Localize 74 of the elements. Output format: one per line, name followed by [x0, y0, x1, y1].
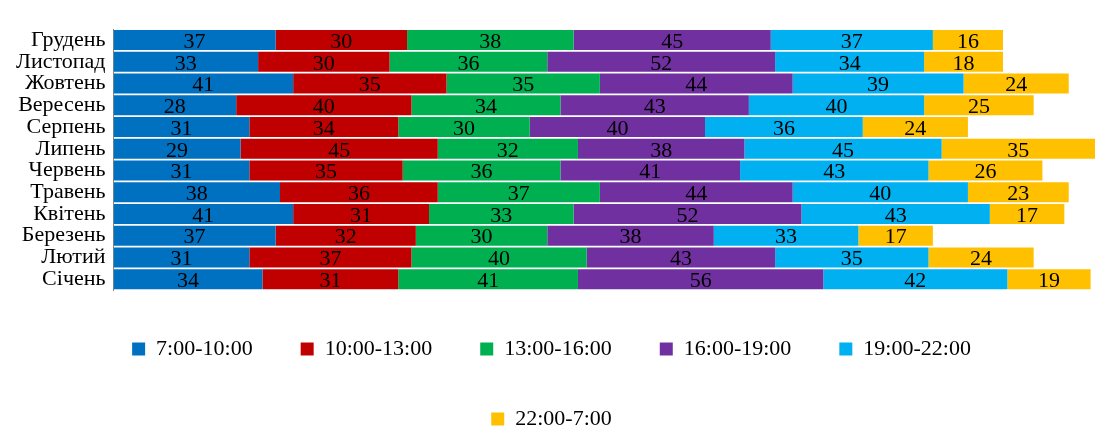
- data-label: 36: [470, 158, 493, 184]
- y-tick-label: Січень: [42, 264, 106, 290]
- y-tick-label: Грудень: [31, 25, 106, 51]
- bar: [862, 117, 968, 137]
- bar: [293, 203, 429, 224]
- data-label: 40: [825, 93, 848, 119]
- bar: [989, 203, 1065, 224]
- legend-label: 16:00-19:00: [683, 334, 792, 360]
- bar: [113, 182, 281, 203]
- bar: [113, 30, 276, 51]
- bar: [428, 203, 574, 224]
- data-label: 19: [1037, 266, 1060, 292]
- data-label: 33: [775, 223, 798, 249]
- bar: [967, 182, 1069, 203]
- data-label: 35: [358, 71, 381, 97]
- bar: [275, 30, 408, 51]
- bar: [113, 203, 294, 224]
- bar: [573, 30, 771, 51]
- data-label: 24: [904, 114, 927, 140]
- data-label: 44: [685, 71, 708, 97]
- bar: [113, 117, 250, 137]
- data-label: 32: [496, 136, 519, 162]
- data-label: 34: [474, 93, 497, 119]
- data-label: 56: [689, 266, 712, 292]
- bar: [280, 182, 438, 203]
- bar: [1007, 269, 1091, 290]
- data-label: 43: [643, 93, 666, 119]
- bar: [801, 203, 990, 224]
- data-label: 30: [453, 114, 476, 140]
- data-label: 36: [457, 49, 480, 75]
- data-label: 42: [904, 266, 927, 292]
- bar: [262, 269, 399, 290]
- legend-label: 13:00-16:00: [504, 334, 612, 360]
- data-label: 38: [619, 223, 642, 249]
- bar: [258, 51, 390, 72]
- bar: [823, 269, 1008, 290]
- bar: [529, 117, 706, 137]
- bar: [770, 30, 933, 51]
- data-label: 25: [967, 93, 990, 119]
- data-label: 39: [867, 71, 890, 97]
- data-label: 35: [512, 71, 535, 97]
- data-label: 35: [1007, 136, 1030, 162]
- y-tick-label: Червень: [28, 156, 106, 182]
- data-label: 35: [840, 245, 863, 271]
- bar: [389, 51, 548, 72]
- bar: [775, 51, 925, 72]
- legend-label: 19:00-22:00: [863, 334, 971, 360]
- bar: [924, 51, 1003, 72]
- data-label: 24: [1005, 71, 1028, 97]
- bar: [577, 269, 824, 290]
- y-tick-label: Вересень: [18, 91, 106, 117]
- bar: [398, 269, 578, 290]
- data-label: 24: [970, 245, 993, 271]
- legend-label: 7:00-10:00: [156, 334, 253, 360]
- bar: [932, 30, 1003, 51]
- bar: [599, 182, 793, 203]
- bar: [113, 51, 259, 72]
- data-label: 40: [606, 114, 629, 140]
- bar: [113, 269, 263, 290]
- legend-label: 22:00-7:00: [515, 404, 612, 430]
- bar: [547, 51, 776, 72]
- bar: [437, 182, 600, 203]
- y-tick-label: Березень: [21, 221, 106, 247]
- bar: [573, 203, 802, 224]
- data-label: 38: [479, 27, 502, 53]
- bar: [407, 30, 574, 51]
- bar: [705, 117, 863, 137]
- data-label: 36: [772, 114, 795, 140]
- bar: [792, 182, 968, 203]
- data-label: 26: [974, 158, 997, 184]
- data-label: 43: [669, 245, 692, 271]
- bar: [249, 117, 399, 137]
- legend-label: 10:00-13:00: [324, 334, 433, 360]
- bar: [398, 117, 530, 137]
